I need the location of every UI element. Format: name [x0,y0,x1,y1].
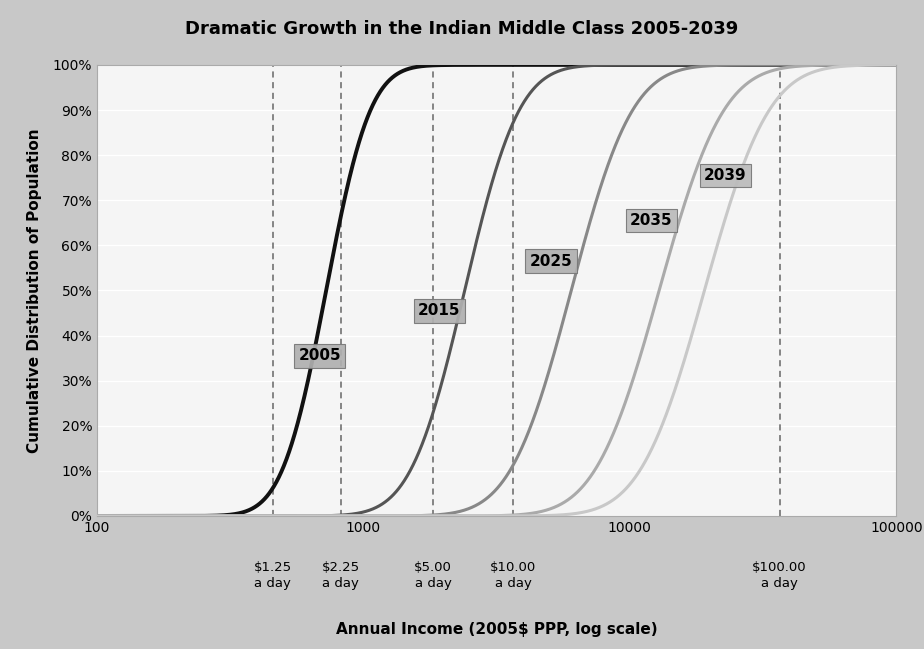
Text: $1.25
a day: $1.25 a day [253,561,292,591]
Text: 2015: 2015 [418,303,460,318]
Text: 2039: 2039 [704,168,747,183]
Y-axis label: Cumulative Distribution of Population: Cumulative Distribution of Population [27,128,42,453]
Text: 2035: 2035 [630,213,673,228]
Text: $100.00
a day: $100.00 a day [752,561,807,591]
Text: $2.25
a day: $2.25 a day [322,561,359,591]
Text: Annual Income (2005$ PPP, log scale): Annual Income (2005$ PPP, log scale) [336,622,658,637]
Text: Dramatic Growth in the Indian Middle Class 2005-2039: Dramatic Growth in the Indian Middle Cla… [186,19,738,38]
Text: 2025: 2025 [529,254,572,269]
Text: $10.00
a day: $10.00 a day [490,561,536,591]
Text: $5.00
a day: $5.00 a day [414,561,452,591]
Text: 2005: 2005 [298,349,341,363]
